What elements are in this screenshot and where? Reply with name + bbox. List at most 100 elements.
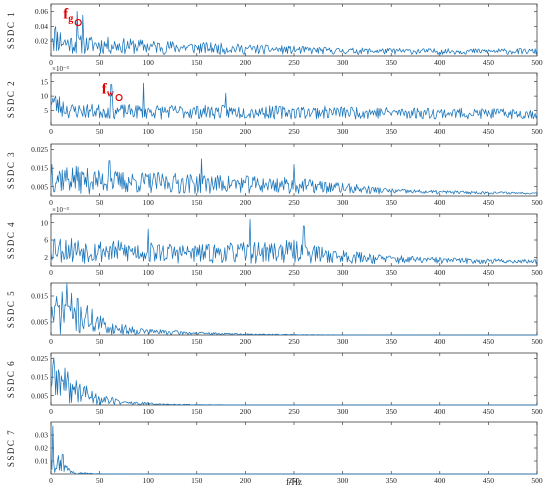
- y-tick-label: 2: [44, 253, 48, 262]
- subplot-stack: 0 50 100 150 200 250 300 350 400 450 5000.020.040.…: [6, 3, 543, 485]
- x-tick-label: 150: [191, 337, 203, 346]
- x-tick-label: 150: [191, 268, 203, 277]
- x-tick-label: 300: [337, 127, 349, 136]
- y-tick-label: 6: [44, 236, 48, 245]
- x-tick-label: 250: [288, 198, 300, 207]
- x-tick-label: 400: [434, 407, 446, 416]
- x-tick-label: 200: [240, 268, 252, 277]
- x-tick-label: 350: [386, 198, 398, 207]
- x-tick-label: 300: [337, 198, 349, 207]
- x-tick-label: 450: [483, 407, 495, 416]
- x-tick-label: 450: [483, 476, 495, 485]
- x-tick-label: 100: [143, 337, 155, 346]
- y-tick-label: 0.005: [31, 391, 48, 400]
- y-tick-label: 0.04: [35, 22, 48, 31]
- x-tick-label: 200: [240, 198, 252, 207]
- subplot-1: 0 50 100 150 200 250 300 350 400 450 500 0.02 0.04 0.…: [6, 3, 543, 67]
- x-tick-label: 150: [191, 476, 203, 485]
- spectrum-line: [50, 357, 538, 406]
- annotation-marker: [74, 18, 82, 27]
- x-tick-label: 50: [96, 268, 104, 277]
- x-tick-label: 100: [143, 198, 155, 207]
- y-axis-label: SSDC 7: [6, 429, 16, 467]
- x-tick-label: 350: [386, 476, 398, 485]
- x-tick-label: 200: [240, 337, 252, 346]
- x-tick-label: 400: [434, 476, 446, 485]
- y-tick-label: 0.01: [35, 457, 48, 466]
- y-tick-label: 0.025: [31, 145, 48, 154]
- spectrum-line: [50, 425, 537, 475]
- spectrum-line: [50, 11, 538, 55]
- x-tick-label: 250: [288, 407, 300, 416]
- spectrum-line: [50, 282, 538, 336]
- x-tick-label: 350: [386, 268, 398, 277]
- x-tick-label: 500: [531, 476, 543, 485]
- y-axis-label: SSDC 4: [6, 221, 16, 259]
- x-tick-label: 300: [337, 337, 349, 346]
- x-tick-label: 150: [191, 407, 203, 416]
- x-tick-label: 450: [483, 58, 495, 67]
- x-tick-label: 100: [143, 407, 155, 416]
- x-tick-label: 450: [483, 198, 495, 207]
- x-tick-label: 200: [240, 476, 252, 485]
- annotation-label: fw: [102, 82, 115, 100]
- x-tick-label: 50: [96, 127, 104, 136]
- x-tick-label: 200: [240, 407, 252, 416]
- x-tick-label: 400: [434, 198, 446, 207]
- x-tick-label: 100: [143, 476, 155, 485]
- x-tick-label: 200: [240, 127, 252, 136]
- x-tick-label: 300: [337, 58, 349, 67]
- x-tick-label: 350: [386, 337, 398, 346]
- x-tick-label: 300: [337, 268, 349, 277]
- annotation-marker: [115, 93, 123, 102]
- x-tick-label: 0: [49, 268, 53, 277]
- y-tick-label: 0.015: [31, 373, 48, 382]
- y-tick-label: 10: [41, 92, 49, 101]
- x-tick-label: 500: [531, 58, 543, 67]
- x-tick-label: 350: [386, 407, 398, 416]
- x-tick-label: 250: [288, 58, 300, 67]
- y-multiplier: ×10⁻³: [52, 65, 69, 73]
- x-tick-label: 400: [434, 337, 446, 346]
- x-tick-label: 500: [531, 268, 543, 277]
- y-axis-label: SSDC 2: [6, 80, 16, 118]
- x-tick-label: 400: [434, 268, 446, 277]
- x-tick-label: 50: [96, 407, 104, 416]
- x-tick-label: 150: [191, 127, 203, 136]
- x-tick-label: 150: [191, 198, 203, 207]
- x-tick-label: 250: [288, 476, 300, 485]
- x-tick-label: 300: [337, 407, 349, 416]
- x-tick-label: 0: [49, 58, 53, 67]
- x-tick-label: 400: [434, 127, 446, 136]
- x-tick-label: 200: [240, 58, 252, 67]
- x-tick-label: 500: [531, 337, 543, 346]
- y-tick-label: 0.005: [31, 318, 48, 327]
- x-tick-label: 0: [49, 407, 53, 416]
- y-tick-label: 0.015: [31, 164, 48, 173]
- axes-frame: [50, 421, 538, 475]
- x-tick-label: 100: [143, 268, 155, 277]
- x-tick-label: 350: [386, 58, 398, 67]
- x-tick-label: 100: [143, 127, 155, 136]
- y-tick-label: 0.02: [35, 444, 48, 453]
- y-tick-label: 0.015: [31, 292, 48, 301]
- subplot-2: 0 50 100 150 200 250 300 350 400 450 500 5 10 15 SSDC …: [6, 65, 543, 136]
- subplot-4: 0 50 100 150 200 250 300 350 400 450 500 2 6 10 SSDC 4…: [6, 206, 543, 277]
- x-tick-label: 500: [531, 198, 543, 207]
- y-tick-label: 0.06: [35, 7, 48, 16]
- x-tick-label: 100: [143, 58, 155, 67]
- y-tick-label: 10: [41, 218, 49, 227]
- annotation-label: fg: [63, 7, 73, 25]
- axes-frame: [50, 282, 538, 336]
- y-tick-label: 0.025: [31, 354, 48, 363]
- y-axis-label: SSDC 1: [6, 11, 16, 49]
- subplot-3: 0 50 100 150 200 250 300 350 400 450 500 0.005 0.015…: [6, 143, 543, 207]
- x-tick-label: 0: [49, 198, 53, 207]
- axes-frame: [50, 352, 538, 406]
- x-tick-label: 500: [531, 407, 543, 416]
- subplot-7: 0 50 100 150 200 250 300 350 400 450 500 0.01 0.02 0.…: [6, 421, 543, 485]
- y-tick-label: 0.03: [35, 431, 48, 440]
- x-tick-label: 50: [96, 476, 104, 485]
- x-tick-label: 450: [483, 268, 495, 277]
